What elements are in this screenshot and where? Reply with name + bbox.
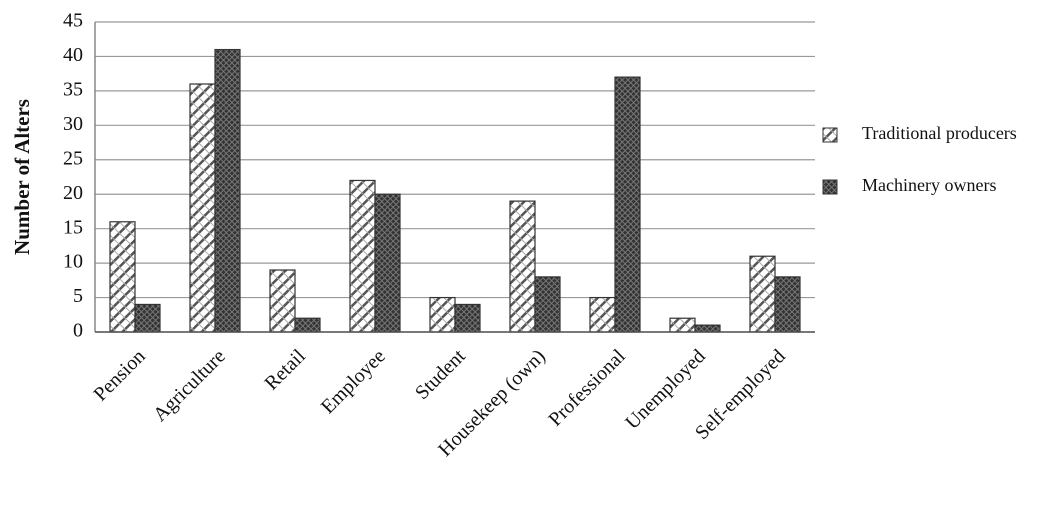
bar	[429, 296, 456, 333]
bar	[269, 269, 296, 333]
y-tick-label: 30	[63, 113, 83, 135]
y-tick-label: 20	[63, 182, 83, 204]
x-tick-label: Unemployed	[621, 345, 710, 434]
x-tick-label: Professional	[544, 345, 630, 431]
y-tick-label: 45	[63, 10, 83, 32]
y-tick-label: 35	[63, 78, 83, 100]
bar	[294, 317, 321, 333]
y-axis-label: Number of Alters	[10, 99, 34, 255]
bar	[589, 296, 616, 333]
x-tick-label: Pension	[89, 345, 149, 405]
y-tick-label: 10	[63, 251, 83, 273]
bar	[509, 200, 536, 333]
x-tick-label: Retail	[260, 345, 310, 395]
bar	[694, 324, 721, 333]
y-tick-label: 40	[63, 44, 83, 66]
bar	[109, 221, 136, 333]
y-tick-label: 25	[63, 147, 83, 169]
bar	[774, 276, 801, 333]
bar	[189, 83, 216, 333]
bar	[749, 255, 776, 333]
bar	[454, 303, 481, 333]
bar	[214, 48, 241, 333]
y-tick-label: 5	[73, 285, 83, 307]
y-tick-label: 15	[63, 216, 83, 238]
legend-label: Machinery owners	[862, 175, 996, 195]
x-tick-label: Agriculture	[149, 345, 230, 426]
bar	[669, 317, 696, 333]
bar	[349, 179, 376, 333]
bar	[134, 303, 161, 333]
bar	[534, 276, 561, 333]
bar	[374, 193, 401, 333]
y-tick-label: 0	[73, 320, 83, 342]
legend-swatch	[822, 127, 838, 143]
bar	[614, 76, 641, 333]
legend-label: Traditional producers	[862, 123, 1017, 143]
x-tick-label: Student	[411, 345, 470, 404]
legend-swatch	[822, 179, 838, 195]
x-tick-label: Employee	[317, 345, 390, 418]
